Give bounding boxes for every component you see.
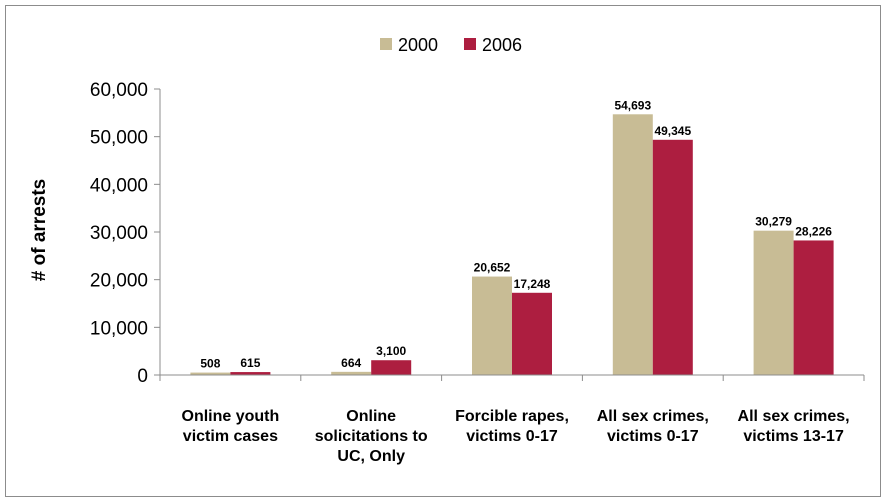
y-tick-label: 50,000 — [90, 128, 148, 149]
category-label: All sex crimes, victims 0-17 — [597, 408, 709, 445]
chart-border — [5, 5, 881, 497]
legend-swatch-2000 — [380, 38, 392, 50]
y-axis: 0 10,000 20,000 30,000 40,000 50,000 60,000 — [90, 80, 161, 387]
bars — [190, 114, 834, 376]
bar-2000 — [612, 114, 653, 376]
category-label-line: victims 0-17 — [607, 428, 699, 445]
bar-2006 — [371, 360, 412, 375]
y-axis-label: # of arrests — [29, 179, 50, 281]
legend: 2000 2006 — [380, 35, 522, 55]
data-label-2006: 615 — [240, 356, 260, 370]
category-label-line: victims 0-17 — [466, 428, 558, 445]
category-label-line: victims 13-17 — [743, 428, 844, 445]
category-label: Forcible rapes, victims 0-17 — [455, 408, 569, 445]
data-labels: 508 664 20,652 54,693 30,279 615 3,100 17,248 49… — [200, 98, 832, 370]
data-label-2000: 54,693 — [614, 98, 651, 112]
y-tick-label: 20,000 — [90, 271, 148, 292]
category-label-line: Forcible rapes, — [455, 408, 569, 425]
category-label-line: victim cases — [183, 428, 278, 445]
bar-2006 — [230, 372, 271, 375]
y-tick-label: 60,000 — [90, 80, 148, 101]
data-label-2000: 20,652 — [474, 261, 511, 275]
bar-2000 — [753, 230, 794, 375]
category-label: Online youth victim cases — [182, 408, 280, 445]
x-axis: Online youth victim cases Online solicitati… — [159, 374, 865, 465]
category-label-line: UC, Only — [337, 448, 405, 465]
legend-label-2000: 2000 — [398, 35, 438, 55]
data-label-2000: 664 — [341, 356, 361, 370]
y-tick-label: 10,000 — [90, 318, 148, 339]
legend-swatch-2006 — [464, 38, 476, 50]
data-label-2006: 28,226 — [795, 224, 832, 238]
y-tick-label: 0 — [137, 366, 148, 387]
bar-2000 — [472, 276, 512, 375]
bar-2006 — [793, 240, 834, 375]
data-label-2006: 17,248 — [514, 277, 551, 291]
category-label: Online solicitations to UC, Only — [315, 408, 428, 465]
category-label-line: solicitations to — [315, 428, 428, 445]
data-label-2006: 3,100 — [376, 344, 406, 358]
bar-2000 — [190, 372, 231, 375]
bar-2006 — [652, 139, 693, 375]
bar-2006 — [512, 292, 552, 375]
category-label: All sex crimes, victims 13-17 — [738, 408, 850, 445]
category-label-line: All sex crimes, — [738, 408, 850, 425]
y-tick-label: 30,000 — [90, 223, 148, 244]
data-label-2006: 49,345 — [654, 124, 691, 138]
legend-label-2006: 2006 — [482, 35, 522, 55]
bar-2000 — [331, 371, 372, 375]
category-label-line: Online — [346, 408, 396, 425]
category-label-line: Online youth — [182, 408, 280, 425]
data-label-2000: 508 — [200, 357, 220, 371]
data-label-2000: 30,279 — [755, 215, 792, 229]
y-tick-label: 40,000 — [90, 175, 148, 196]
category-label-line: All sex crimes, — [597, 408, 709, 425]
